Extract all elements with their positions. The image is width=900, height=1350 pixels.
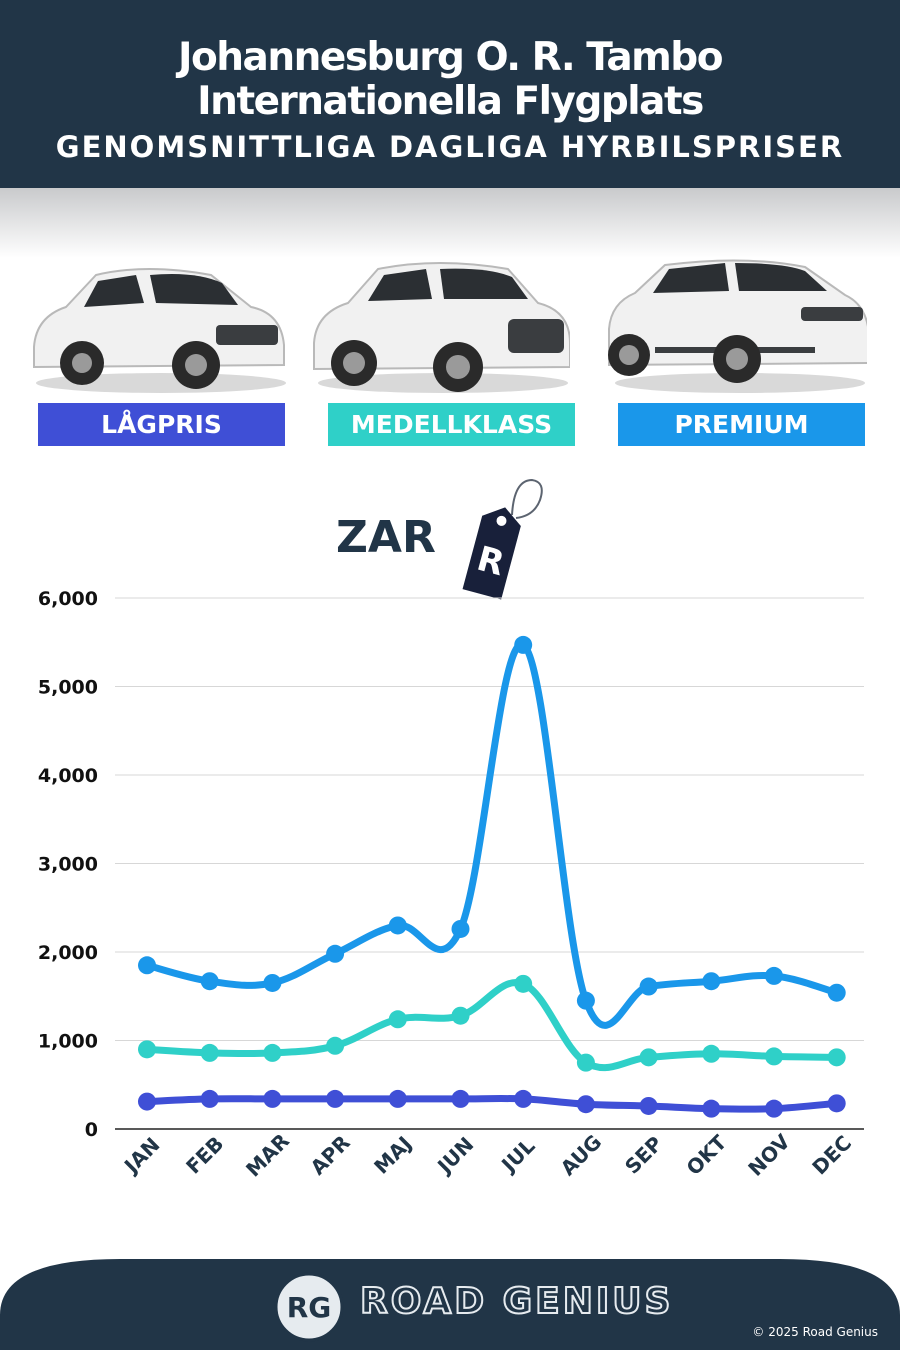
data-point	[765, 1047, 783, 1066]
data-point	[827, 1048, 846, 1067]
data-point	[451, 919, 470, 938]
x-tick-label: APR	[306, 1130, 355, 1179]
data-point	[138, 1040, 156, 1059]
data-point	[388, 916, 407, 935]
brand-name: ROAD GENIUS	[359, 1280, 674, 1323]
series-lines	[138, 635, 846, 1118]
data-point	[326, 944, 345, 963]
x-tick-label: FEB	[181, 1132, 228, 1179]
grid-lines	[115, 597, 864, 1130]
data-point	[639, 977, 658, 996]
price-tag-icon: R	[462, 478, 543, 600]
series-line	[143, 641, 841, 1029]
badge-premium-label: PREMIUM	[674, 410, 809, 439]
data-point	[514, 1089, 533, 1108]
data-point	[702, 972, 721, 991]
hatchback-car-image	[33, 268, 286, 393]
suv-car-image	[313, 262, 570, 393]
data-point	[702, 1044, 721, 1063]
badge-budget: LÅGPRIS	[38, 403, 285, 446]
x-tick-label: DEC	[807, 1131, 856, 1180]
x-tick-label: MAR	[241, 1129, 294, 1182]
data-point	[451, 1089, 470, 1108]
x-tick-label: SEP	[620, 1131, 667, 1178]
data-point	[200, 1043, 219, 1062]
x-tick-label: JAN	[118, 1133, 164, 1179]
x-tick-label: JUL	[495, 1134, 539, 1178]
price-line-chart: 0 1,000 2,000 3,000 4,000 5,000 6,000 JAN FEB MA…	[38, 588, 864, 1182]
data-point	[138, 1092, 156, 1111]
premium-suv-image	[608, 259, 867, 393]
data-point	[514, 974, 533, 993]
data-point	[200, 1089, 219, 1108]
data-point	[827, 983, 846, 1002]
y-tick-label: 3,000	[38, 854, 98, 876]
x-axis: JAN FEB MAR APR MAJ JUN JUL AUG SEP OKT NOV DEC	[118, 1129, 856, 1182]
y-tick-label: 2,000	[38, 942, 98, 964]
data-point	[263, 973, 282, 992]
data-point	[576, 1095, 595, 1114]
data-point	[639, 1048, 658, 1067]
y-tick-label: 1,000	[38, 1031, 98, 1053]
data-point	[765, 1099, 783, 1118]
data-point	[765, 966, 783, 985]
copyright: © 2025 Road Genius	[752, 1325, 878, 1339]
badge-midsize-label: MEDELLKLASS	[350, 410, 553, 439]
series-line	[143, 1094, 841, 1113]
page-title-line-2: Internationella Flygplats	[197, 79, 704, 124]
page-subtitle: GENOMSNITTLIGA DAGLIGA HYRBILSPRISER	[55, 130, 845, 164]
x-tick-label: OKT	[682, 1130, 732, 1180]
footer-band	[0, 1259, 900, 1350]
x-tick-label: MAJ	[369, 1131, 416, 1178]
y-axis: 0 1,000 2,000 3,000 4,000 5,000 6,000	[38, 588, 98, 1141]
data-point	[639, 1096, 658, 1115]
y-tick-label: 6,000	[38, 588, 98, 610]
data-point	[263, 1089, 282, 1108]
data-point	[388, 1089, 407, 1108]
data-point	[263, 1043, 282, 1062]
data-point	[326, 1089, 345, 1108]
x-tick-label: JUN	[431, 1132, 478, 1179]
series-line	[143, 979, 841, 1071]
y-tick-label: 0	[85, 1119, 98, 1141]
header: Johannesburg O. R. Tambo Internationella…	[0, 0, 900, 188]
data-point	[702, 1099, 721, 1118]
data-point	[200, 972, 219, 991]
road-genius-logo-icon: RG	[274, 1272, 344, 1342]
header-shadow	[0, 188, 900, 258]
x-tick-label: AUG	[556, 1130, 607, 1181]
x-tick-label: NOV	[743, 1129, 795, 1181]
data-point	[514, 635, 533, 654]
badge-premium: PREMIUM	[618, 403, 865, 446]
data-point	[576, 1053, 595, 1072]
data-point	[576, 991, 595, 1010]
data-point	[451, 1006, 470, 1025]
badge-budget-label: LÅGPRIS	[101, 410, 222, 439]
logo-text: RG	[287, 1291, 332, 1324]
data-point	[138, 956, 156, 975]
y-tick-label: 4,000	[38, 765, 98, 787]
page-title-line-1: Johannesburg O. R. Tambo	[177, 35, 724, 80]
data-point	[827, 1094, 846, 1113]
currency-code: ZAR	[336, 512, 436, 563]
data-point	[388, 1010, 407, 1029]
y-tick-label: 5,000	[38, 677, 98, 699]
badge-midsize: MEDELLKLASS	[328, 403, 575, 446]
data-point	[326, 1036, 345, 1055]
